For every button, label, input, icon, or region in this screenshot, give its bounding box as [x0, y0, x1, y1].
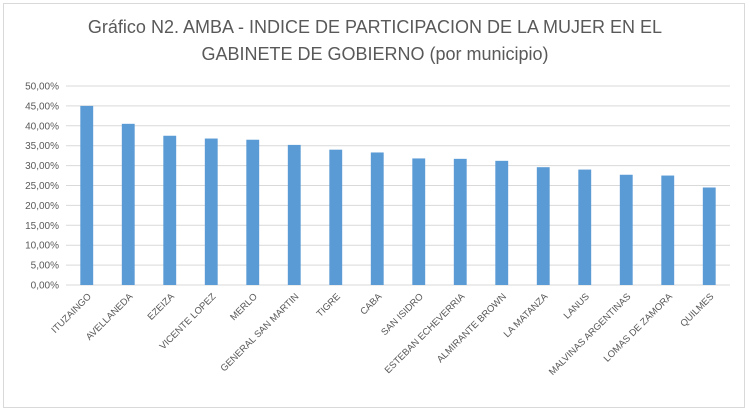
bar — [495, 160, 509, 285]
x-tick-label: ESTEBAN ECHEVERRIA — [383, 291, 468, 376]
bar — [80, 105, 94, 286]
gridlines — [66, 85, 730, 286]
x-tick-label: ITUZAINGO — [50, 291, 94, 335]
chart-title-line-1: Gráfico N2. AMBA - INDICE DE PARTICIPACI… — [87, 17, 663, 37]
bar — [702, 187, 716, 285]
bar — [121, 123, 135, 285]
x-tick-label: LA MATANZA — [502, 291, 551, 340]
bar — [163, 135, 177, 285]
bar — [453, 158, 467, 285]
y-tick-label: 30,00% — [25, 161, 59, 172]
x-tick-label: CABA — [358, 291, 385, 318]
y-tick-label: 45,00% — [25, 101, 59, 112]
y-tick-label: 15,00% — [25, 221, 59, 232]
chart-title-line-2: GABINETE DE GOBIERNO (por municipio) — [201, 44, 549, 64]
bar — [661, 175, 675, 285]
x-tick-label: LOMAS DE ZAMORA — [602, 291, 676, 365]
y-tick-label: 10,00% — [25, 241, 59, 252]
bar — [287, 144, 301, 285]
bar — [204, 138, 218, 285]
bar — [619, 174, 633, 285]
x-tick-label: MALVINAS ARGENTINAS — [547, 291, 633, 377]
bar — [578, 169, 592, 285]
bar — [246, 139, 260, 285]
y-axis-tick-labels: 0,00% 5,00% 10,00% 15,00% 20,00% 25,00% 30,00%… — [25, 82, 59, 292]
chart-title: Gráfico N2. AMBA - INDICE DE PARTICIPACI… — [0, 14, 750, 68]
y-tick-label: 35,00% — [25, 141, 59, 152]
x-tick-label: LANUS — [562, 291, 592, 321]
y-tick-label: 40,00% — [25, 121, 59, 132]
bar — [536, 167, 550, 285]
x-tick-label: GENERAL SAN MARTIN — [219, 291, 302, 374]
y-tick-label: 50,00% — [25, 82, 59, 93]
bar — [370, 152, 384, 285]
bar — [412, 158, 426, 285]
x-tick-label: ALMIRANTE BROWN — [435, 291, 509, 365]
bars — [80, 105, 716, 286]
x-tick-label: QUILMES — [678, 291, 716, 329]
y-tick-label: 5,00% — [31, 261, 59, 272]
x-tick-label: TIGRE — [315, 291, 343, 319]
x-tick-label: EZEIZA — [146, 291, 178, 323]
y-tick-label: 0,00% — [31, 281, 59, 292]
x-tick-label: MERLO — [228, 291, 260, 323]
bar — [329, 149, 343, 285]
y-tick-label: 20,00% — [25, 201, 59, 212]
y-tick-label: 25,00% — [25, 181, 59, 192]
